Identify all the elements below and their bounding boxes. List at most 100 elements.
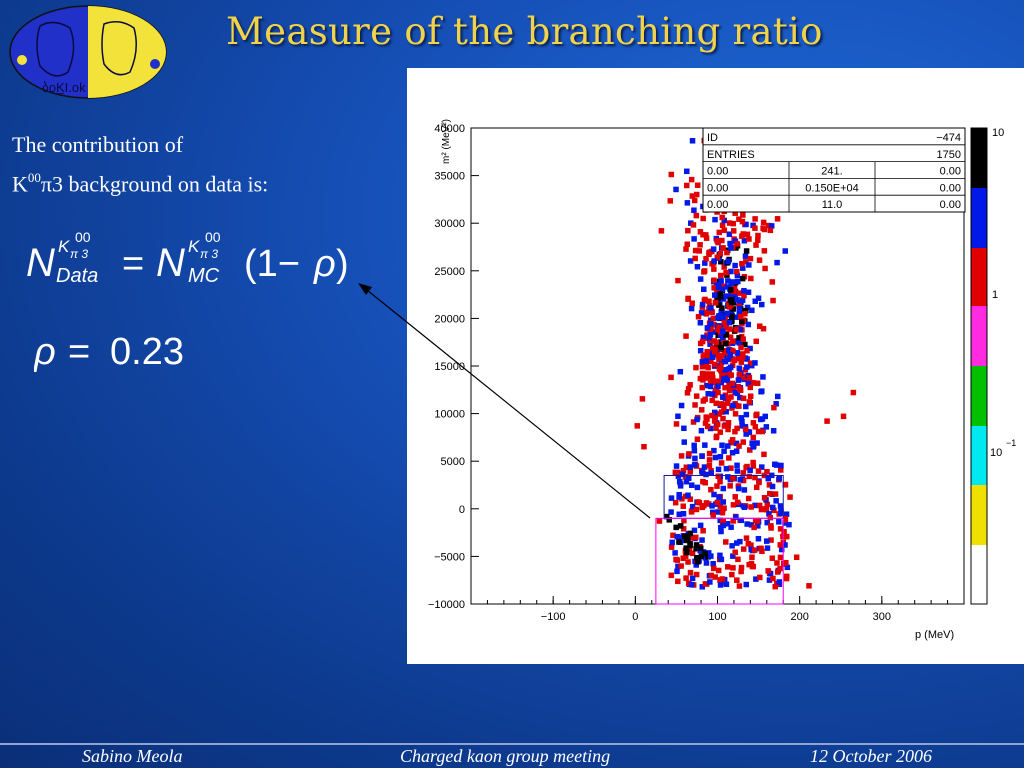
histogram-cell: [793, 554, 800, 560]
histogram-cell: [693, 191, 700, 198]
histogram-cell: [737, 394, 743, 401]
colorbar-segment: [971, 306, 987, 366]
histogram-cell: [722, 367, 728, 373]
histogram-cell: [777, 565, 783, 572]
histogram-cell: [720, 328, 726, 335]
histogram-cell: [850, 389, 857, 396]
histogram-cell: [715, 567, 722, 574]
histogram-cell: [769, 555, 776, 561]
histogram-cell: [747, 447, 753, 453]
histogram-cell: [685, 559, 691, 565]
histogram-cell: [773, 462, 780, 468]
histogram-cell: [693, 506, 700, 513]
histogram-cell: [709, 371, 716, 377]
histogram-cell: [685, 492, 691, 499]
stats-cell: ID: [707, 132, 718, 144]
intro-k: K: [12, 171, 28, 197]
histogram-cell: [764, 468, 770, 475]
histogram-cell: [696, 248, 703, 254]
scatter-histogram: 4000035000300002500020000150001000050000…: [428, 119, 1016, 641]
histogram-cell: [763, 538, 770, 544]
histogram-cell: [747, 345, 753, 352]
histogram-cell: [783, 511, 790, 517]
histogram-cell: [687, 541, 693, 547]
histogram-cell: [767, 571, 774, 577]
histogram-cell: [774, 393, 781, 400]
histogram-cell: [710, 246, 717, 252]
histogram-cell: [760, 325, 767, 332]
histogram-cell: [670, 532, 676, 539]
histogram-cell: [718, 332, 724, 338]
histogram-cell: [718, 556, 725, 563]
histogram-cell: [758, 545, 764, 552]
colorbar-segment: [971, 426, 987, 485]
histogram-cell: [735, 278, 741, 285]
histogram-cell: [692, 402, 698, 408]
y-tick-label: 0: [459, 504, 465, 516]
histogram-cell: [740, 212, 746, 218]
histogram-cell: [720, 485, 727, 492]
histogram-cell: [697, 229, 704, 235]
histogram-cell: [684, 182, 690, 189]
histogram-cell: [708, 553, 714, 559]
histogram-cell: [720, 415, 726, 422]
histogram-cell: [658, 228, 665, 234]
histogram-cell: [704, 416, 710, 422]
intro-k-sup: 00: [27, 170, 41, 185]
histogram-cell: [734, 339, 740, 345]
histogram-cell: [706, 249, 713, 255]
histogram-cell: [721, 319, 728, 326]
histogram-cell: [778, 467, 784, 473]
histogram-cell: [723, 408, 729, 415]
histogram-cell: [715, 378, 721, 384]
histogram-cell: [742, 426, 749, 433]
histogram-cell: [755, 535, 762, 542]
histogram-cell: [742, 341, 748, 348]
histogram-cell: [728, 394, 734, 400]
histogram-cell: [736, 335, 742, 341]
histogram-cell: [703, 232, 709, 238]
histogram-cell: [730, 553, 736, 559]
histogram-cell: [702, 260, 708, 266]
histogram-cell: [693, 542, 700, 548]
histogram-cell: [717, 582, 724, 588]
histogram-cell: [678, 453, 685, 459]
histogram-cell: [699, 469, 705, 475]
histogram-cell: [718, 272, 724, 279]
histogram-cell: [717, 429, 724, 435]
histogram-cell: [774, 259, 780, 266]
footer-meeting: Charged kaon group meeting: [400, 746, 611, 766]
histogram-cell: [707, 341, 713, 347]
histogram-cell: [685, 580, 692, 586]
histogram-cell: [739, 275, 746, 282]
histogram-cell: [716, 356, 722, 362]
histogram-cell: [759, 428, 766, 435]
histogram-cell: [682, 533, 688, 539]
histogram-cell: [733, 540, 740, 546]
histogram-cell: [783, 575, 790, 582]
histogram-cell: [703, 358, 710, 364]
y-tick-label: 30000: [434, 218, 465, 230]
histogram-cell: [729, 380, 736, 387]
histogram-cells: [634, 137, 857, 590]
histogram-cell: [712, 414, 718, 421]
logo-text: ბο͟ΚΙ.οk: [42, 80, 86, 95]
histogram-cell: [711, 379, 718, 386]
intro-text: The contribution of K00π3 background on …: [12, 128, 372, 201]
histogram-cell: [744, 304, 751, 311]
rho-value: 0.23: [110, 331, 184, 373]
stats-box: ID −474 ENTRIES 1750 0.00 241. 0.00 0.00 0.150E+…: [702, 127, 966, 213]
histogram-cell: [719, 442, 725, 448]
histogram-cell: [719, 237, 725, 244]
histogram-cell: [720, 499, 727, 505]
histogram-cell: [677, 368, 684, 375]
histogram-cell: [710, 561, 716, 567]
histogram-cell: [721, 405, 727, 412]
histogram-cell: [782, 515, 789, 522]
histogram-cell: [736, 365, 743, 371]
histogram-cell: [701, 352, 707, 358]
histogram-cell: [744, 364, 750, 370]
histogram-cell: [737, 387, 744, 393]
histogram-cell: [750, 444, 756, 450]
histogram-cell: [732, 210, 738, 216]
